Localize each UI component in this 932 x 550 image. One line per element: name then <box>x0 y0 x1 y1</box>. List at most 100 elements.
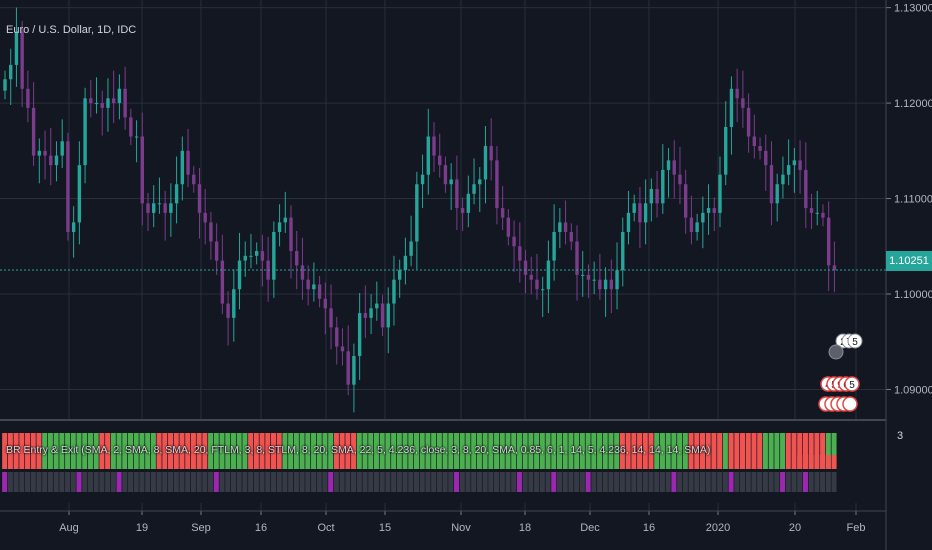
band-bottom-cell <box>305 472 311 492</box>
band-top-cell <box>270 433 276 469</box>
candle-body <box>489 146 493 161</box>
candle-body <box>152 203 156 213</box>
band-top-cell <box>127 433 133 469</box>
band-top-cell <box>585 433 591 469</box>
band-mid-cell <box>831 455 837 469</box>
candle <box>569 223 573 251</box>
candle-body <box>815 212 819 214</box>
candle-body <box>60 141 64 156</box>
candle-body <box>689 217 694 232</box>
candle <box>346 325 350 396</box>
band-bottom-cell <box>591 472 597 492</box>
band-top-cell <box>465 433 471 469</box>
band-top-cell <box>59 433 65 469</box>
time-tick-label: Dec <box>580 522 600 534</box>
candle <box>300 237 305 300</box>
candle <box>197 168 202 239</box>
band-top-cell <box>248 433 254 469</box>
candle-body <box>466 193 471 213</box>
candle <box>558 208 562 249</box>
candle <box>266 236 270 302</box>
band-bottom-cell <box>179 472 185 492</box>
band-bottom-cell <box>505 472 511 492</box>
candle-body <box>666 160 671 170</box>
band-bottom-cell <box>288 472 294 492</box>
candle-body <box>100 103 104 108</box>
indicator-title[interactable]: BR Entry & Exit (SMA, 2, SMA, 8, SMA, 20… <box>6 444 711 456</box>
band-top-cell <box>190 433 196 469</box>
band-bottom-cell <box>25 472 31 492</box>
candle-body <box>54 155 59 166</box>
price-axis[interactable]: 1.13000 1.12000 1.11000 1.10000 1.09000 <box>886 3 932 397</box>
candle-body <box>397 270 402 280</box>
time-tick-label: 2020 <box>706 522 730 534</box>
candle-body <box>764 150 768 166</box>
band-bottom-cell <box>36 472 42 492</box>
band-bottom-cell <box>774 472 780 492</box>
candle <box>14 7 19 87</box>
candle <box>335 316 339 365</box>
candle <box>638 187 642 249</box>
candle-body <box>3 79 7 91</box>
band-bottom-cell <box>162 472 168 492</box>
candle <box>764 134 768 191</box>
candle <box>220 234 225 315</box>
band-bottom-cell <box>362 472 368 492</box>
band-top-cell <box>116 433 122 469</box>
band-bottom-cell <box>351 472 357 492</box>
candle-body <box>94 103 99 105</box>
candle-body <box>20 31 24 89</box>
band-bottom-cell <box>694 472 700 492</box>
candle-body <box>169 203 173 213</box>
band-top-cell <box>230 433 236 469</box>
candle <box>329 284 333 350</box>
candle <box>643 179 648 245</box>
band-top-cell <box>734 433 740 469</box>
band-bottom-cell <box>242 472 248 492</box>
candle-body <box>643 203 648 223</box>
candle <box>192 166 196 193</box>
band-bottom-cell <box>802 472 808 492</box>
candle <box>60 119 64 168</box>
band-top-cell <box>219 433 225 469</box>
band-bottom-cell <box>785 472 791 492</box>
candle <box>535 253 539 300</box>
band-top-cell <box>208 433 214 469</box>
band-top-cell <box>42 433 48 469</box>
candle <box>826 201 831 292</box>
band-bottom-cell <box>688 472 694 492</box>
band-bottom-cell <box>608 472 614 492</box>
band-bottom-cell <box>551 472 557 492</box>
candle <box>460 197 465 231</box>
time-axis[interactable]: Aug 19 Sep 16 Oct 15 Nov 18 Dec 16 2020 20 Feb <box>59 511 865 534</box>
candle <box>455 155 459 231</box>
band-bottom-cell <box>173 472 179 492</box>
band-bottom-cell <box>110 472 116 492</box>
band-bottom-cell <box>471 472 477 492</box>
candle-body <box>232 289 236 318</box>
candle-body <box>111 98 116 104</box>
band-bottom-cell <box>619 472 625 492</box>
band-bottom-cell <box>402 472 408 492</box>
candle-body <box>340 346 345 352</box>
candle <box>43 130 47 180</box>
candle <box>729 76 734 155</box>
band-top-cell <box>608 433 614 469</box>
candle-body <box>649 189 654 204</box>
candle <box>66 132 70 241</box>
candle-body <box>409 241 413 256</box>
candle <box>100 90 104 136</box>
candle <box>232 269 236 342</box>
symbol-title[interactable]: Euro / U.S. Dollar, 1D, IDC <box>6 24 137 36</box>
candle-body <box>781 174 785 185</box>
band-bottom-cell <box>65 472 71 492</box>
candle-body <box>821 212 825 218</box>
candle <box>237 232 242 310</box>
candle-body <box>295 251 299 266</box>
band-top-cell <box>316 433 322 469</box>
candle <box>695 213 699 241</box>
signal-marker <box>844 376 860 392</box>
band-bottom-cell <box>751 472 757 492</box>
candle-body <box>724 126 728 175</box>
